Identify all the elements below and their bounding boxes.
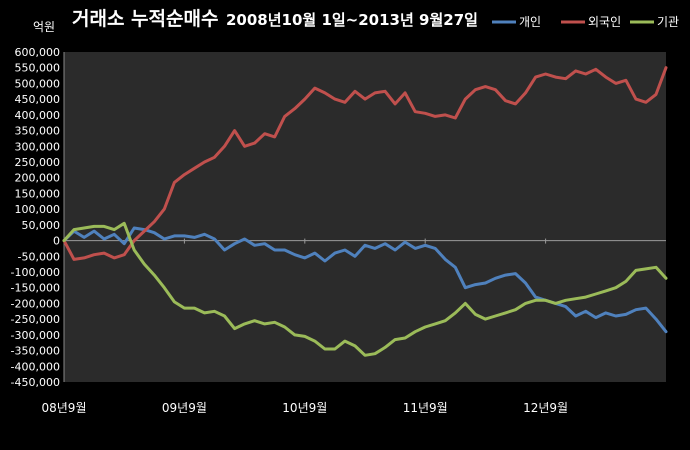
y-tick-label: 300,000 — [15, 140, 61, 153]
y-tick-label: 0 — [53, 235, 60, 248]
y-axis: 600,000 550,000 500,000 450,000 400,000 350,0… — [11, 46, 65, 389]
series-line-개인 — [62, 226, 668, 334]
y-tick-label: 400,000 — [15, 109, 61, 122]
x-tick-label: 10년9월 — [282, 401, 327, 415]
y-tick-label: 500,000 — [15, 77, 61, 90]
chart-title-sub: 2008년10월 1일~2013년 9월27일 — [226, 11, 478, 29]
x-tick-label: 09년9월 — [162, 401, 207, 415]
y-tick-label: -400,000 — [11, 360, 60, 373]
y-tick-label: -150,000 — [11, 282, 60, 295]
series-line-외국인 — [62, 66, 668, 261]
y-tick-label: 600,000 — [15, 46, 61, 59]
y-tick-label: 550,000 — [15, 62, 61, 75]
legend-label: 외국인 — [588, 15, 621, 29]
y-axis-unit-label: 억원 — [33, 20, 55, 34]
y-tick-label: 450,000 — [15, 93, 61, 106]
y-tick-label: 50,000 — [22, 219, 61, 232]
legend-label: 개인 — [519, 15, 541, 29]
y-tick-label: -450,000 — [11, 376, 60, 389]
y-tick-label: -300,000 — [11, 329, 60, 342]
legend: 개인 외국인 기관 — [492, 15, 679, 29]
y-tick-label: -250,000 — [11, 313, 60, 326]
x-axis: 08년9월 09년9월 10년9월 11년9월 12년9월 — [42, 238, 666, 415]
y-tick-label: -350,000 — [11, 345, 60, 358]
y-tick-label: 250,000 — [15, 156, 61, 169]
y-tick-label: 100,000 — [15, 203, 61, 216]
y-tick-label: 350,000 — [15, 125, 61, 138]
x-tick-label: 12년9월 — [523, 401, 568, 415]
x-tick-label: 08년9월 — [42, 401, 87, 415]
y-tick-label: -100,000 — [11, 266, 60, 279]
series-line-기관 — [62, 221, 668, 357]
plot-area — [64, 52, 666, 382]
y-tick-label: -200,000 — [11, 297, 60, 310]
y-tick-label: -50,000 — [18, 250, 60, 263]
x-tick-label: 11년9월 — [403, 401, 448, 415]
chart-title-main: 거래소 누적순매수 — [72, 8, 218, 30]
y-tick-label: 150,000 — [15, 187, 61, 200]
y-tick-label: 200,000 — [15, 172, 61, 185]
legend-label: 기관 — [657, 15, 679, 29]
series-lines — [62, 66, 668, 357]
